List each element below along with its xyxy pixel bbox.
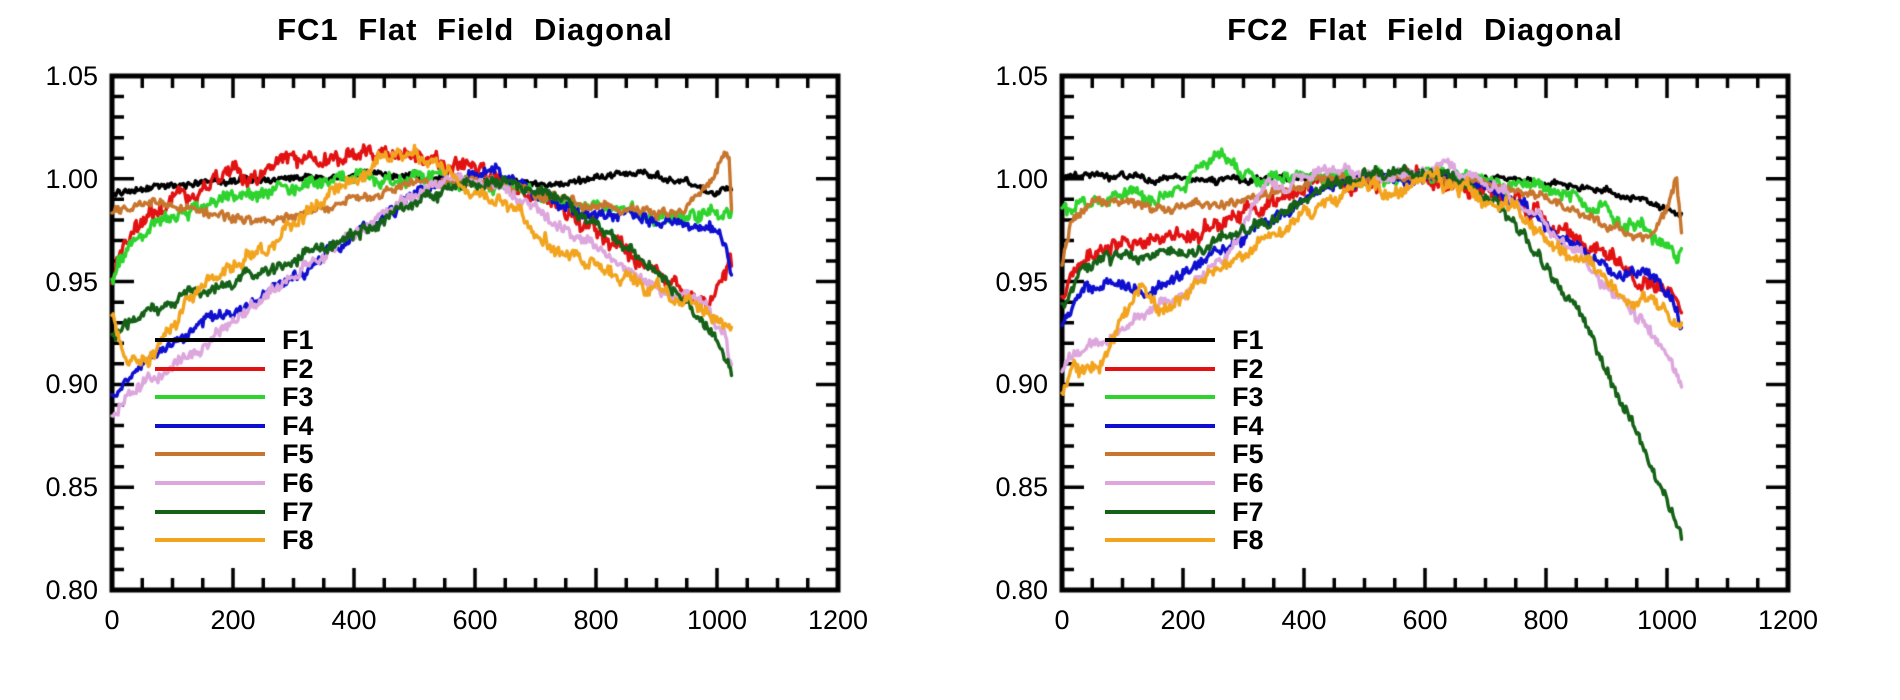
legend-label: F1 <box>1232 325 1264 355</box>
x-tick-label: 800 <box>573 605 619 635</box>
fc2-panel: FC2 Flat Field Diagonal 0.80 0.85 0.90 0.95… <box>950 0 1900 700</box>
legend-line-swatch <box>155 423 265 428</box>
legend-line-swatch <box>1105 509 1215 514</box>
fc1-panel: FC1 Flat Field Diagonal 0.80 0.85 0.90 0.95… <box>0 0 950 700</box>
legend-label: F5 <box>1232 439 1264 470</box>
legend-line-swatch <box>155 338 265 342</box>
y-tick-label: 1.00 <box>45 163 98 194</box>
legend-label: F7 <box>1232 496 1264 527</box>
y-tick-label: 0.90 <box>995 369 1048 400</box>
y-tick-label: 0.80 <box>995 575 1048 605</box>
x-tick-label: 200 <box>210 605 256 635</box>
legend-label: F2 <box>1232 353 1264 384</box>
legend-line-swatch <box>155 481 265 485</box>
legend-label: F8 <box>282 525 314 556</box>
y-tick-label: 1.05 <box>45 61 98 91</box>
legend-line-swatch <box>1105 366 1215 371</box>
y-tick-label: 0.90 <box>45 369 98 400</box>
x-tick-label: 200 <box>1160 605 1206 635</box>
fc2-plot-canvas <box>950 0 1900 700</box>
fc2-title: FC2 Flat Field Diagonal <box>1227 12 1623 47</box>
legend-label: F2 <box>282 353 314 384</box>
y-tick-label: 0.95 <box>995 266 1048 297</box>
legend-label: F6 <box>282 468 314 498</box>
x-tick-label: 1200 <box>1757 605 1819 635</box>
legend-label: F4 <box>1232 410 1264 441</box>
legend-label: F4 <box>282 410 314 441</box>
legend-line-swatch <box>1105 423 1215 428</box>
legend-line-swatch <box>155 538 265 543</box>
legend-label: F1 <box>282 325 314 355</box>
x-tick-label: 600 <box>452 605 498 635</box>
x-tick-label: 600 <box>1402 605 1448 635</box>
legend-line-swatch <box>1105 481 1215 485</box>
fc1-plot-canvas <box>0 0 950 700</box>
y-tick-label: 0.95 <box>45 266 98 297</box>
x-tick-label: 400 <box>1281 605 1327 635</box>
y-tick-label: 1.00 <box>995 163 1048 194</box>
legend-label: F7 <box>282 496 314 527</box>
legend-line-swatch <box>155 452 265 457</box>
legend-line-swatch <box>155 366 265 371</box>
legend-line-swatch <box>155 395 265 400</box>
legend-label: F3 <box>1232 382 1264 413</box>
x-tick-label: 400 <box>331 605 377 635</box>
legend-line-swatch <box>1105 395 1215 400</box>
legend-line-swatch <box>155 509 265 514</box>
x-tick-label: 1000 <box>1636 605 1698 635</box>
legend-label: F3 <box>282 382 314 413</box>
legend-line-swatch <box>1105 538 1215 543</box>
legend-label: F6 <box>1232 468 1264 498</box>
y-tick-label: 1.05 <box>995 61 1048 91</box>
legend-line-swatch <box>1105 338 1215 342</box>
fc1-title: FC1 Flat Field Diagonal <box>277 12 673 47</box>
legend-label: F5 <box>282 439 314 470</box>
y-tick-label: 0.80 <box>45 575 98 605</box>
x-tick-label: 1200 <box>807 605 869 635</box>
legend-label: F8 <box>1232 525 1264 556</box>
x-tick-label: 0 <box>1054 605 1070 635</box>
x-tick-label: 800 <box>1523 605 1569 635</box>
x-tick-label: 0 <box>104 605 120 635</box>
y-tick-label: 0.85 <box>45 472 98 503</box>
x-tick-label: 1000 <box>686 605 748 635</box>
legend-line-swatch <box>1105 452 1215 457</box>
y-tick-label: 0.85 <box>995 472 1048 503</box>
